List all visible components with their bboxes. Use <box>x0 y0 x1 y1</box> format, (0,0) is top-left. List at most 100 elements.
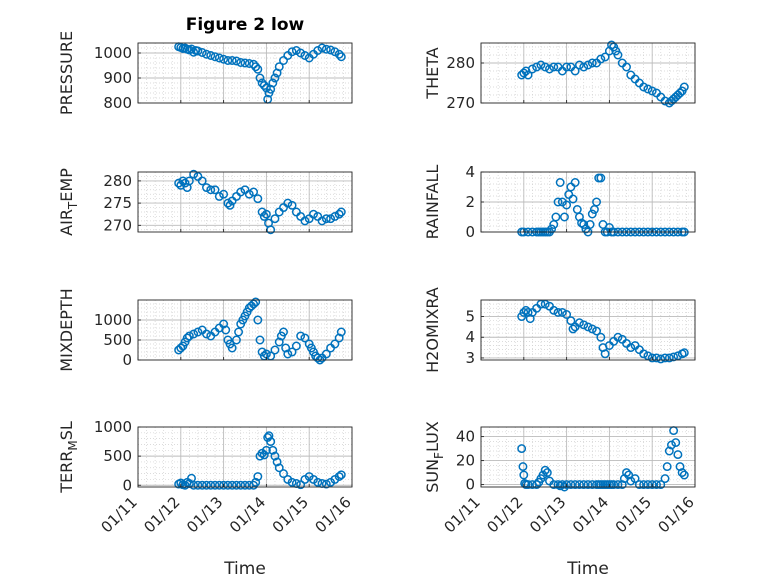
data-point <box>596 332 606 342</box>
data-point <box>551 212 561 222</box>
subplot-6: 3 4 5 H2OMIXRA <box>423 287 696 373</box>
data-point <box>579 320 589 330</box>
data-point <box>206 51 216 60</box>
data-point <box>562 200 572 210</box>
y-axis-label: TERRMSL <box>57 421 80 494</box>
data-point <box>231 56 241 66</box>
data-point <box>609 480 619 490</box>
data-point <box>540 465 550 475</box>
y-tick-label: 500 <box>103 447 132 465</box>
data-point <box>189 480 199 490</box>
data-point <box>600 52 610 62</box>
data-point <box>227 56 237 65</box>
data-point <box>300 216 310 226</box>
data-point <box>279 469 288 479</box>
data-point <box>577 218 587 228</box>
data-point <box>287 347 297 357</box>
data-point <box>587 480 597 490</box>
data-point <box>283 198 293 208</box>
data-point <box>557 480 567 490</box>
data-point <box>562 480 572 490</box>
data-point <box>523 480 533 490</box>
data-point <box>579 220 589 229</box>
data-point <box>330 211 340 221</box>
data-point <box>184 331 194 341</box>
x-tick-label: 01/13 <box>526 493 569 536</box>
data-point <box>296 480 306 490</box>
y-tick-label: 5 <box>465 308 475 326</box>
data-point <box>202 183 211 193</box>
data-point <box>583 480 593 490</box>
data-point <box>660 96 670 106</box>
x-axis-label-right: Time <box>566 559 609 579</box>
y-tick-label: 0 <box>122 476 132 494</box>
data-point <box>279 327 288 337</box>
data-point <box>214 191 224 201</box>
data-point <box>253 315 263 325</box>
data-point <box>334 472 344 481</box>
data-point <box>334 49 344 59</box>
data-point <box>255 335 265 345</box>
y-tick-label: 4 <box>465 163 475 181</box>
data-point <box>225 200 235 210</box>
data-point <box>626 343 636 353</box>
data-point <box>227 480 237 490</box>
x-tick-label: 01/11 <box>98 493 141 536</box>
y-tick-label: 20 <box>456 452 475 470</box>
data-point <box>219 54 229 64</box>
axes-box <box>137 426 353 488</box>
data-point <box>639 349 649 359</box>
x-axis-label-left: Time <box>223 559 266 579</box>
data-point <box>214 480 224 490</box>
data-point <box>210 52 220 62</box>
data-point <box>587 58 597 68</box>
data-point <box>180 178 190 188</box>
y-axis-label: MIXDEPTH <box>57 288 76 371</box>
data-point <box>326 45 336 55</box>
data-point <box>176 343 186 353</box>
data-point <box>600 349 610 359</box>
data-point <box>540 62 550 72</box>
data-point <box>313 353 323 363</box>
data-point <box>566 480 576 490</box>
data-point <box>321 349 331 359</box>
data-point <box>197 48 207 57</box>
data-point <box>570 178 580 187</box>
data-point <box>251 297 261 307</box>
data-point <box>251 62 261 72</box>
subplot-7: 0 500 1000 01/11 01/12 01/13 01/14 01/15 01/16 TE… <box>57 418 355 536</box>
data-point <box>193 46 203 56</box>
data-point <box>527 64 537 74</box>
data-point <box>182 333 192 343</box>
data-point <box>555 178 565 187</box>
data-point <box>557 307 567 317</box>
data-point <box>264 431 274 441</box>
x-tick-label: 01/13 <box>183 493 226 536</box>
data-point <box>189 169 199 179</box>
data-point <box>202 49 211 59</box>
y-tick-label: 1000 <box>94 44 132 62</box>
axes-box <box>137 299 353 361</box>
y-tick-label: 2 <box>465 193 475 211</box>
data-point <box>652 480 661 490</box>
data-point <box>560 212 569 222</box>
data-point <box>257 207 267 217</box>
data-point <box>231 480 241 490</box>
data-point <box>221 325 231 335</box>
data-point <box>259 211 269 221</box>
x-tick-label: 01/16 <box>655 493 698 536</box>
x-tick-label: 01/11 <box>441 493 484 536</box>
data-point <box>317 43 327 53</box>
data-point <box>656 480 666 490</box>
data-series <box>517 40 689 108</box>
y-tick-label: 900 <box>103 69 132 87</box>
data-point <box>568 324 578 334</box>
data-point <box>596 173 606 183</box>
data-point <box>679 348 689 358</box>
data-point <box>219 189 229 199</box>
data-point <box>562 310 572 319</box>
data-point <box>538 470 548 480</box>
data-point <box>251 477 261 487</box>
data-point <box>662 462 672 472</box>
